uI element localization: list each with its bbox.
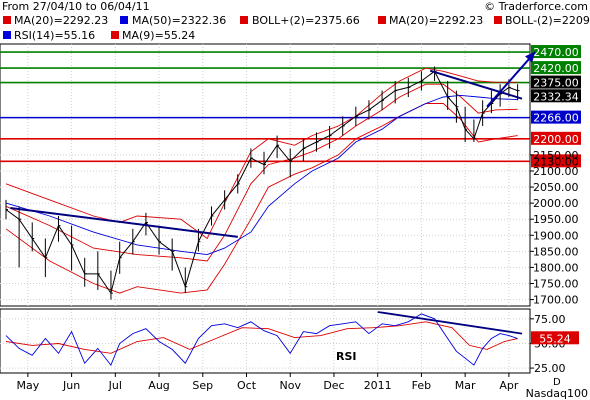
legend-label: BOLL+(2)=2375.66 bbox=[252, 14, 360, 27]
level-label: 2200.00 bbox=[533, 133, 579, 146]
rsi-lines bbox=[5, 311, 523, 366]
ma50-line bbox=[5, 94, 518, 256]
price-axis: 2150.00 2100.00 2050.00 2000.00 1950.00 1900.… bbox=[530, 149, 579, 307]
x-tick-label: 2011 bbox=[364, 379, 392, 392]
rsi-trendline bbox=[377, 311, 523, 335]
rsi-value-box bbox=[531, 331, 579, 345]
price-tick-label: 1900.00 bbox=[533, 229, 579, 242]
legend-item: BOLL-(2)=2209.80 bbox=[494, 14, 590, 27]
legend-item: MA(50)=2322.36 bbox=[120, 14, 226, 27]
rsi-panel-label: RSI bbox=[336, 350, 357, 363]
x-axis: May Jun Jul Aug Sep Oct Nov Dec 2011 Feb Mar Apr bbox=[16, 373, 519, 392]
x-tick-label: Sep bbox=[192, 379, 213, 392]
rsi-value-label: 55.24 bbox=[539, 332, 571, 345]
legend-swatch bbox=[378, 16, 386, 24]
price-tick-label: 1800.00 bbox=[533, 261, 579, 274]
forecast-arrow-shaft bbox=[486, 51, 536, 108]
legend: MA(20)=2292.23 MA(50)=2322.36 BOLL+(2)=2… bbox=[3, 14, 590, 42]
level-box bbox=[531, 61, 581, 75]
legend-swatch bbox=[3, 31, 11, 39]
level-label: 2266.00 bbox=[533, 112, 579, 125]
legend-item: MA(20)=2292.23 bbox=[378, 14, 483, 27]
legend-item: RSI(14)=55.16 bbox=[3, 29, 95, 42]
legend-label: MA(20)=2292.23 bbox=[389, 14, 483, 27]
price-tick-label: 2050.00 bbox=[533, 181, 579, 194]
legend-label: MA(9)=55.24 bbox=[122, 29, 195, 42]
price-tick-label: 1750.00 bbox=[533, 277, 579, 290]
legend-swatch bbox=[240, 16, 248, 24]
trendline bbox=[429, 69, 523, 100]
price-bars bbox=[5, 66, 520, 300]
legend-swatch bbox=[120, 16, 128, 24]
credit-text: © Traderforce.com bbox=[484, 0, 588, 13]
level-label: 2332.34 bbox=[533, 90, 579, 103]
level-label: 2375.00 bbox=[533, 77, 579, 90]
legend-swatch bbox=[111, 31, 119, 39]
x-tick-label: Nov bbox=[280, 379, 302, 392]
level-label: 2470.00 bbox=[533, 46, 579, 59]
price-tick-label: 1950.00 bbox=[533, 213, 579, 226]
rsi-tick-label: 75.00 bbox=[534, 313, 566, 326]
x-tick-label: Feb bbox=[412, 379, 431, 392]
price-panel-frame bbox=[0, 43, 531, 307]
legend-swatch bbox=[3, 16, 11, 24]
price-bands bbox=[5, 67, 518, 294]
rsi-ma-line bbox=[5, 321, 518, 354]
level-label: 2130.00 bbox=[533, 155, 579, 168]
x-tick-label: Jul bbox=[108, 379, 122, 392]
x-tick-label: May bbox=[16, 379, 39, 392]
level-box bbox=[531, 131, 581, 145]
level-box bbox=[531, 75, 581, 89]
level-box bbox=[531, 154, 581, 168]
legend-label: BOLL-(2)=2209.80 bbox=[505, 14, 590, 27]
legend-label: MA(50)=2322.36 bbox=[132, 14, 226, 27]
level-box bbox=[531, 110, 581, 124]
price-tick-label: 2150.00 bbox=[533, 149, 579, 162]
period-label: D bbox=[553, 377, 561, 388]
boll-upper-line bbox=[5, 67, 518, 240]
forecast-arrow-head bbox=[525, 52, 536, 63]
price-tick-label: 2100.00 bbox=[533, 165, 579, 178]
price-grid bbox=[0, 44, 530, 373]
price-tick-label: 1850.00 bbox=[533, 245, 579, 258]
price-close-line bbox=[5, 70, 518, 295]
ma20-line bbox=[5, 83, 518, 262]
x-tick-label: Aug bbox=[148, 379, 169, 392]
rsi-line bbox=[5, 313, 518, 366]
trendline bbox=[10, 206, 238, 238]
rsi-grid bbox=[0, 318, 530, 369]
price-trendlines bbox=[10, 51, 536, 238]
price-tick-label: 2000.00 bbox=[533, 197, 579, 210]
x-tick-label: Oct bbox=[237, 379, 257, 392]
symbol-label: Nasdaq100 bbox=[526, 387, 588, 400]
rsi-tick-label: 25.00 bbox=[534, 362, 566, 375]
legend-label: RSI(14)=55.16 bbox=[14, 29, 95, 42]
x-tick-label: Mar bbox=[455, 379, 476, 392]
legend-item: MA(20)=2292.23 bbox=[3, 14, 108, 27]
legend-item: BOLL+(2)=2375.66 bbox=[240, 14, 360, 27]
boll-lower-line bbox=[5, 103, 518, 294]
x-tick-label: Jun bbox=[62, 379, 80, 392]
level-box bbox=[531, 89, 581, 103]
legend-item: MA(9)=55.24 bbox=[111, 29, 195, 42]
x-tick-label: Dec bbox=[323, 379, 344, 392]
date-range-text: From 27/04/10 to 06/04/11 bbox=[2, 0, 150, 13]
rsi-panel-frame bbox=[0, 308, 531, 374]
level-label: 2420.00 bbox=[533, 62, 579, 75]
legend-label: MA(20)=2292.23 bbox=[14, 14, 108, 27]
legend-swatch bbox=[494, 16, 502, 24]
level-box bbox=[531, 45, 581, 59]
price-tick-label: 1700.00 bbox=[533, 294, 579, 307]
x-tick-label: Apr bbox=[499, 379, 519, 392]
